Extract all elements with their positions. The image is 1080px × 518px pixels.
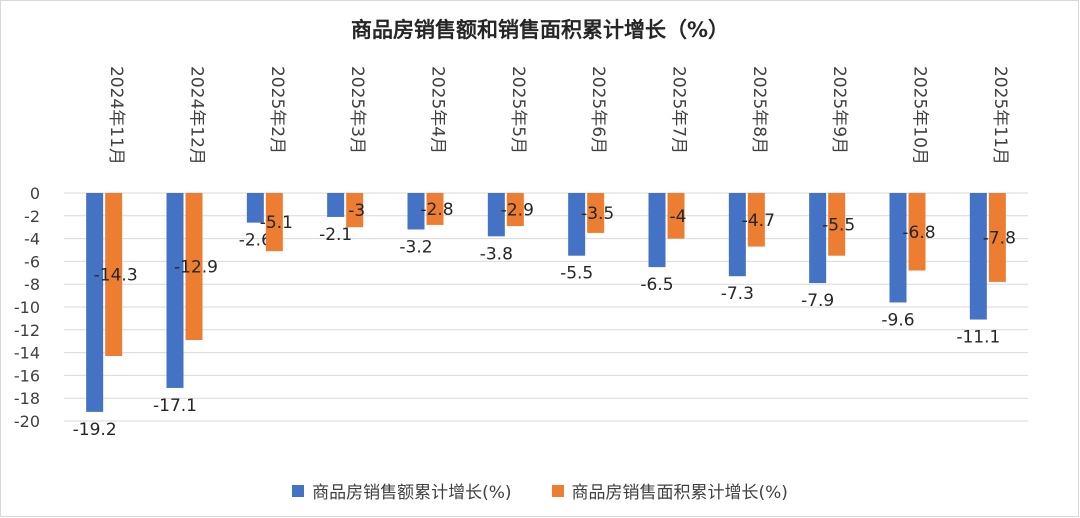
data-label-sales-amount: -3.8 — [480, 244, 513, 264]
bar-sales-amount[interactable] — [568, 193, 586, 256]
y-tick-label: -12 — [14, 321, 40, 340]
x-category-label: 2024年11月 — [106, 66, 126, 165]
data-label-sales-area: -4.7 — [742, 211, 775, 231]
x-category-label: 2025年6月 — [588, 66, 608, 154]
y-tick-label: -20 — [14, 412, 40, 431]
y-tick-label: -6 — [24, 252, 40, 271]
x-category-label: 2025年3月 — [347, 66, 367, 154]
bar-sales-area[interactable] — [105, 193, 123, 357]
data-label-sales-area: -12.9 — [174, 258, 218, 278]
data-label-sales-area: -5.5 — [822, 215, 855, 235]
x-category-label: 2024年12月 — [187, 66, 207, 165]
bar-sales-amount[interactable] — [246, 193, 264, 223]
data-label-sales-area: -6.8 — [902, 223, 935, 243]
x-category-label: 2025年8月 — [749, 66, 769, 154]
x-category-label: 2025年7月 — [669, 66, 689, 154]
legend-label-sales-area: 商品房销售面积累计增长(%) — [571, 483, 788, 503]
bar-sales-area[interactable] — [587, 193, 605, 233]
x-category-label: 2025年4月 — [428, 66, 448, 154]
data-label-sales-amount: -11.1 — [956, 328, 1000, 348]
data-label-sales-amount: -19.2 — [73, 420, 117, 440]
legend-item-sales-area[interactable]: 商品房销售面积累计增长(%) — [551, 478, 788, 503]
y-tick-label: -16 — [14, 366, 40, 385]
bar-sales-amount[interactable] — [166, 193, 184, 388]
data-label-sales-amount: -6.5 — [640, 275, 673, 295]
data-label-sales-area: -3 — [348, 201, 365, 221]
bar-sales-area[interactable] — [747, 193, 765, 247]
bar-sales-area[interactable] — [506, 193, 524, 227]
data-label-sales-amount: -3.2 — [399, 237, 432, 257]
bar-sales-amount[interactable] — [407, 193, 425, 230]
x-category-label: 2025年11月 — [990, 66, 1010, 165]
y-tick-label: -8 — [24, 275, 40, 294]
legend-swatch-sales-area — [551, 484, 564, 497]
bar-sales-area[interactable] — [667, 193, 685, 239]
y-tick-label: -10 — [14, 298, 40, 317]
data-label-sales-amount: -2.6 — [239, 231, 272, 251]
y-tick-label: -2 — [24, 207, 40, 226]
data-label-sales-area: -2.8 — [420, 200, 453, 220]
data-label-sales-area: -2.9 — [501, 201, 534, 221]
bar-sales-area[interactable] — [426, 193, 444, 225]
bar-sales-area[interactable] — [988, 193, 1006, 282]
data-label-sales-amount: -9.6 — [881, 310, 914, 330]
legend-item-sales-amount[interactable]: 商品房销售额累计增长(%) — [292, 478, 512, 503]
bar-sales-amount[interactable] — [487, 193, 505, 237]
bar-sales-area[interactable] — [828, 193, 846, 256]
data-label-sales-area: -4 — [670, 207, 687, 227]
legend-swatch-sales-amount — [292, 484, 305, 497]
bar-sales-amount[interactable] — [86, 193, 104, 412]
x-category-label: 2025年10月 — [910, 66, 930, 165]
data-label-sales-amount: -2.1 — [319, 225, 352, 245]
data-label-sales-amount: -17.1 — [153, 396, 197, 416]
bar-sales-amount[interactable] — [809, 193, 827, 284]
data-label-sales-amount: -7.3 — [721, 284, 754, 304]
bar-sales-area[interactable] — [265, 193, 283, 252]
data-label-sales-area: -14.3 — [94, 266, 138, 286]
y-tick-label: -4 — [24, 230, 40, 249]
data-label-sales-area: -5.1 — [260, 213, 293, 233]
bar-sales-area[interactable] — [346, 193, 364, 228]
bar-sales-amount[interactable] — [728, 193, 746, 277]
bar-sales-amount[interactable] — [648, 193, 666, 268]
x-category-label: 2025年2月 — [267, 66, 287, 154]
bar-sales-amount[interactable] — [969, 193, 987, 320]
bar-sales-area[interactable] — [908, 193, 926, 271]
x-category-label: 2025年9月 — [829, 66, 849, 154]
bar-sales-amount[interactable] — [327, 193, 345, 217]
legend-label-sales-amount: 商品房销售额累计增长(%) — [312, 483, 512, 503]
x-category-label: 2025年5月 — [508, 66, 528, 154]
bar-sales-amount[interactable] — [889, 193, 907, 303]
legend: 商品房销售额累计增长(%) 商品房销售面积累计增长(%) — [0, 478, 1080, 503]
data-label-sales-area: -3.5 — [581, 204, 614, 224]
y-tick-label: -18 — [14, 389, 40, 408]
data-label-sales-amount: -5.5 — [560, 264, 593, 284]
y-tick-label: 0 — [30, 184, 40, 203]
bar-sales-area[interactable] — [185, 193, 203, 341]
chart-title: 商品房销售额和销售面积累计增长（%） — [350, 18, 730, 42]
data-label-sales-amount: -7.9 — [801, 291, 834, 311]
data-label-sales-area: -7.8 — [983, 228, 1016, 248]
y-tick-label: -14 — [14, 344, 40, 363]
